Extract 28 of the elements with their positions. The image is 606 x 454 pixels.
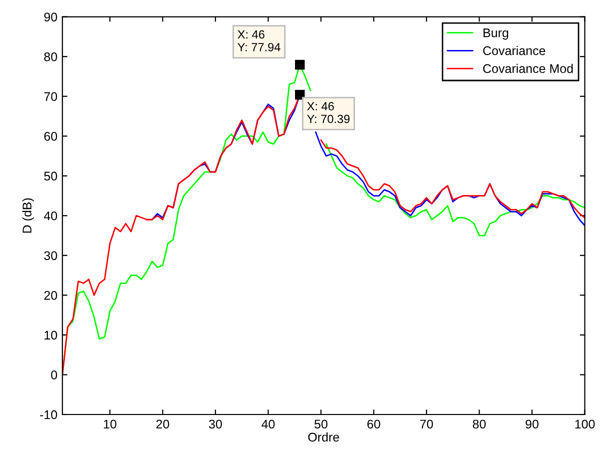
annotation: X: 46 Y: 77.94 [238, 30, 280, 52]
y-tick-label: 40 [44, 211, 58, 220]
x-tick-label: 100 [575, 420, 595, 429]
y-tick-label: 60 [44, 132, 58, 141]
x-tick-label: 20 [156, 420, 170, 429]
x-tick-label: 70 [420, 420, 433, 429]
y-tick-label: 30 [44, 251, 58, 260]
annotation: X: 46 Y: 70.39 [307, 102, 350, 124]
x-tick-label: 60 [367, 420, 380, 429]
legend-label: Burg [484, 28, 508, 40]
y-tick-label: 80 [44, 52, 58, 62]
y-tick-label: 10 [44, 330, 58, 340]
x-axis-title: Ordre [308, 432, 340, 442]
y-tick-label: 0 [51, 370, 58, 380]
legend-label: Covariance [483, 46, 546, 56]
y-tick-label: 70 [44, 92, 58, 101]
x-tick-label: 40 [262, 420, 275, 429]
y-tick-label: -10 [40, 410, 58, 420]
x-tick-label: 90 [526, 420, 538, 429]
legend-label: Covariance Mod [483, 64, 573, 74]
y-tick-label: 90 [44, 12, 58, 22]
x-tick-label: 80 [472, 420, 486, 429]
y-tick-label: 20 [44, 290, 58, 300]
y-tick-label: 50 [44, 172, 58, 181]
x-tick-label: 50 [314, 420, 328, 429]
x-tick-label: 10 [104, 420, 116, 429]
y-axis-title: D (dB) [22, 198, 34, 233]
x-tick-label: 30 [208, 420, 222, 429]
